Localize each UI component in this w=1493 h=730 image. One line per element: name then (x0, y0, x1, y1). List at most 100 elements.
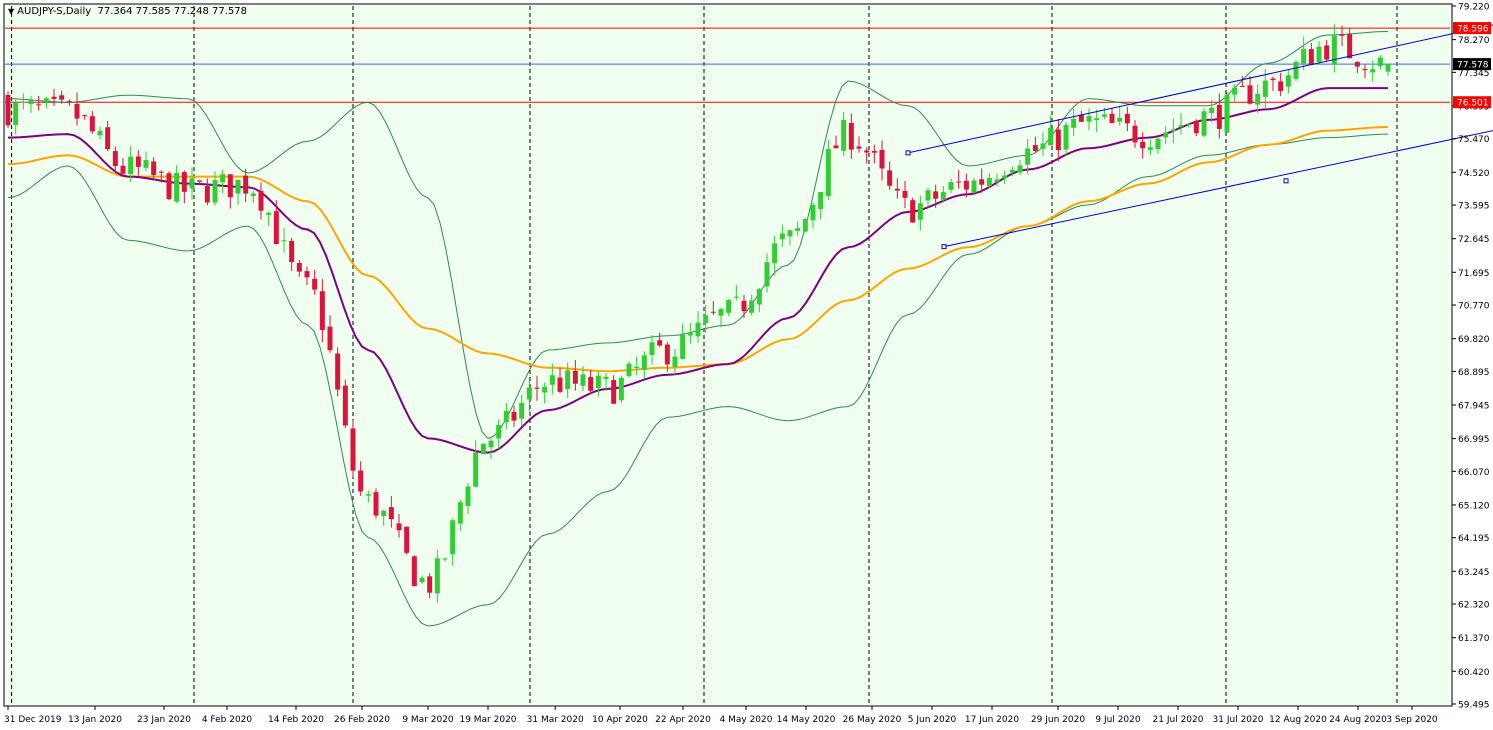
candle-body (36, 104, 42, 106)
candle-body (917, 203, 923, 220)
x-tick-label: 4 Feb 2020 (202, 715, 253, 725)
candle-body (1025, 148, 1031, 165)
candle-body (1247, 85, 1253, 104)
candle-body (1132, 125, 1138, 143)
y-tick-label: 63.245 (1458, 568, 1490, 578)
candle-body (595, 375, 601, 388)
candle-body (1155, 138, 1161, 150)
plot-background (3, 3, 1453, 707)
trend-channel[interactable] (905, 22, 1493, 250)
x-tick-label: 26 Feb 2020 (334, 715, 390, 725)
candle-body (112, 151, 118, 166)
candle-body (304, 271, 310, 278)
candle-body (43, 98, 49, 103)
candle-body (273, 211, 279, 245)
candle-body (519, 402, 525, 419)
candle-body (388, 507, 394, 520)
candle-body (465, 486, 471, 506)
x-tick-label: 14 May 2020 (777, 715, 836, 725)
candle-body (1086, 116, 1092, 122)
chart-header: ▼ AUDJPY-S,Daily 77.364 77.585 77.248 77.… (8, 6, 247, 17)
price-axis: 79.22078.27077.34576.39575.47074.52073.5… (1452, 3, 1491, 711)
candle-body (1285, 75, 1291, 87)
candle-body (634, 366, 640, 368)
channel-anchor-point (1283, 178, 1289, 184)
candle-body (266, 212, 272, 215)
candle-body (151, 161, 157, 176)
candle-body (1232, 87, 1238, 95)
candle-body (818, 192, 824, 209)
candle-body (864, 150, 870, 153)
candle-body (1055, 129, 1061, 151)
candle-body (381, 510, 387, 517)
candle-body (841, 119, 847, 151)
candle-body (289, 240, 295, 263)
candle-body (204, 186, 210, 203)
price-tag-label: 78.596 (1457, 25, 1489, 35)
candle-body (1239, 85, 1245, 87)
candle-body (1293, 61, 1299, 79)
price-tag-label: 77.578 (1457, 61, 1489, 71)
candle-body (442, 558, 448, 560)
price-tag (1453, 22, 1491, 35)
candle-body (5, 94, 11, 126)
y-tick-label: 73.595 (1458, 202, 1490, 212)
y-tick-label: 70.770 (1458, 302, 1490, 312)
x-tick-label: 5 Jun 2020 (908, 715, 957, 725)
candle-body (726, 300, 732, 313)
candle-body (1094, 118, 1100, 121)
y-tick-label: 69.820 (1458, 335, 1490, 345)
candle-body (787, 230, 793, 237)
candle-body (82, 115, 88, 117)
candle-body (557, 377, 563, 392)
candle-body (802, 218, 808, 232)
channel-lower-line (943, 130, 1493, 248)
x-tick-label: 17 Jun 2020 (965, 715, 1019, 725)
candle-body (342, 385, 348, 426)
candle-body (66, 101, 72, 103)
y-tick-label: 79.220 (1458, 3, 1490, 13)
candle-body (258, 191, 264, 211)
candle-body (1163, 132, 1169, 138)
candle-body (825, 149, 831, 197)
price-tag-label: 76.501 (1457, 99, 1489, 109)
candle-body (1262, 80, 1268, 97)
channel-upper-line (907, 24, 1493, 154)
x-tick-label: 3 Sep 2020 (1386, 715, 1438, 725)
candle-body (511, 411, 517, 421)
y-tick-label: 61.370 (1458, 634, 1490, 644)
candle-body (986, 177, 992, 187)
candle-body (1255, 93, 1261, 105)
candle-body (1009, 169, 1015, 173)
candle-body (105, 127, 111, 150)
candle-body (227, 174, 233, 198)
candle-body (772, 243, 778, 264)
candle-body (335, 353, 341, 390)
y-tick-label: 78.270 (1458, 36, 1490, 46)
candle-body (312, 278, 318, 290)
candle-body (1224, 94, 1230, 133)
triangle-down-icon[interactable]: ▼ (8, 7, 15, 16)
candle-body (572, 370, 578, 384)
candle-body (1216, 104, 1222, 129)
channel-anchor-point (905, 150, 911, 156)
ma-slow-line (7, 126, 1389, 373)
candle-body (404, 526, 410, 553)
candle-body (618, 377, 624, 401)
candle-body (756, 289, 762, 305)
candle-body (603, 376, 609, 380)
candle-body (1331, 35, 1337, 64)
y-tick-label: 75.470 (1458, 135, 1490, 145)
candle-body (749, 300, 755, 313)
candle-body (963, 180, 969, 190)
candle-body (588, 377, 594, 391)
x-tick-label: 19 Mar 2020 (459, 715, 516, 725)
candle-body (1339, 34, 1345, 36)
candle-body (641, 355, 647, 370)
candle-body (887, 170, 893, 186)
candle-body (120, 165, 126, 174)
candle-body (450, 520, 456, 555)
candle-body (940, 192, 946, 200)
